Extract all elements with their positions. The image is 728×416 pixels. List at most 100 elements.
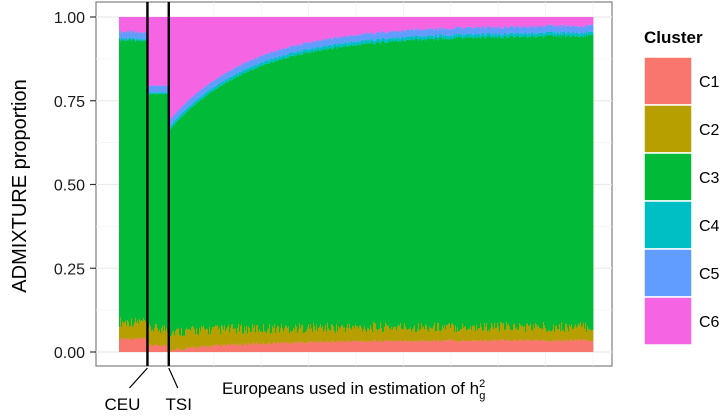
bar-segment-c2 <box>283 331 285 344</box>
bar-segment-c4 <box>211 88 213 92</box>
bar-segment-c5 <box>360 35 362 42</box>
bar-segment-c3 <box>455 38 457 326</box>
bar-segment-c2 <box>337 331 339 343</box>
bar-segment-c2 <box>403 328 405 342</box>
bar-segment-c4 <box>188 107 190 111</box>
bar-segment-c2 <box>134 322 136 339</box>
bar-segment-c4 <box>206 92 208 96</box>
bar-segment-c3 <box>268 63 270 329</box>
bar-segment-c5 <box>537 26 539 34</box>
bar-segment-c4 <box>321 46 323 51</box>
bar-segment-c5 <box>304 42 306 50</box>
bar-segment-c6 <box>564 17 566 25</box>
bar-segment-c2 <box>252 323 254 343</box>
bar-segment-c5 <box>136 31 138 39</box>
bar-segment-c3 <box>130 39 132 326</box>
bar-segment-c5 <box>321 39 323 47</box>
bar-segment-c1 <box>270 344 272 352</box>
bar-segment-c2 <box>497 322 499 340</box>
bar-segment-c5 <box>328 38 330 46</box>
bar-segment-c6 <box>547 17 549 25</box>
bar-segment-c3 <box>240 75 242 327</box>
bar-segment-c1 <box>171 351 173 352</box>
bar-segment-c2 <box>213 326 215 346</box>
bar-segment-c3 <box>523 36 525 328</box>
bar-segment-c5 <box>590 24 592 32</box>
bar-segment-c4 <box>580 34 582 38</box>
bar-segment-c3 <box>311 51 313 329</box>
bar-segment-c2 <box>463 327 465 341</box>
bar-segment-c6 <box>497 17 499 29</box>
bar-segment-c3 <box>471 36 473 331</box>
bar-segment-c5 <box>244 63 246 71</box>
bar-segment-c1 <box>591 341 593 352</box>
bar-segment-c1 <box>142 338 144 352</box>
bar-segment-c1 <box>330 342 332 352</box>
bar-segment-c6 <box>240 17 242 66</box>
bar-segment-c1 <box>241 343 243 352</box>
bar-segment-c2 <box>429 326 431 341</box>
bar-segment-c2 <box>541 328 543 341</box>
bar-segment-c5 <box>432 28 434 36</box>
bar-segment-c5 <box>123 31 125 39</box>
bar-segment-c1 <box>215 344 217 352</box>
bar-segment-c2 <box>215 325 217 345</box>
bar-segment-c3 <box>568 34 570 332</box>
bar-segment-c2 <box>544 325 546 340</box>
bar-segment-c5 <box>250 59 252 67</box>
bar-segment-c6 <box>581 17 583 26</box>
bar-segment-c2 <box>468 328 470 341</box>
bar-segment-c6 <box>453 17 455 29</box>
bar-segment-c2 <box>140 321 142 339</box>
bar-segment-c3 <box>561 37 563 323</box>
bar-segment-c4 <box>571 33 573 37</box>
bar-segment-c2 <box>186 328 188 348</box>
bar-segment-c2 <box>124 322 126 339</box>
bar-segment-c5 <box>540 26 542 33</box>
bar-segment-c6 <box>472 17 474 29</box>
bar-segment-c4 <box>243 69 245 73</box>
bar-segment-c6 <box>404 17 406 32</box>
bar-segment-c3 <box>274 62 276 325</box>
bar-segment-c5 <box>445 27 447 35</box>
bar-segment-c2 <box>200 331 202 348</box>
bar-segment-c3 <box>253 69 255 328</box>
bar-segment-c6 <box>494 17 496 29</box>
bar-segment-c3 <box>306 52 308 331</box>
bar-segment-c6 <box>320 17 322 42</box>
bar-segment-c4 <box>275 56 277 61</box>
bar-segment-c1 <box>320 340 322 352</box>
bar-segment-c1 <box>382 342 384 352</box>
bar-segment-c3 <box>122 40 124 322</box>
bar-segment-c1 <box>492 340 494 352</box>
bar-segment-c1 <box>312 343 314 352</box>
bar-segment-c2 <box>331 324 333 341</box>
bar-segment-c5 <box>174 114 176 122</box>
bar-segment-c4 <box>240 72 242 76</box>
bar-segment-c6 <box>468 17 470 28</box>
bar-segment-c2 <box>244 326 246 344</box>
bar-segment-c4 <box>272 59 274 63</box>
bar-segment-c4 <box>462 35 464 40</box>
bar-segment-c6 <box>390 17 392 31</box>
bar-segment-c2 <box>548 330 550 342</box>
bar-segment-c2 <box>527 323 529 340</box>
bar-segment-c3 <box>484 38 486 324</box>
bar-segment-c3 <box>190 108 192 331</box>
bar-segment-c6 <box>392 17 394 31</box>
bar-segment-c5 <box>359 35 361 42</box>
bar-segment-c3 <box>206 95 208 329</box>
bar-segment-c5 <box>179 109 181 116</box>
bar-segment-c2 <box>148 327 150 346</box>
bar-segment-c1 <box>546 341 548 352</box>
bar-segment-c1 <box>579 339 581 352</box>
bar-segment-c1 <box>364 340 366 352</box>
bar-segment-c4 <box>154 92 156 95</box>
bar-segment-c4 <box>297 50 299 55</box>
bar-segment-c1 <box>249 343 251 352</box>
bar-segment-c1 <box>178 348 180 352</box>
bar-segment-c4 <box>363 40 365 44</box>
bar-segment-c4 <box>383 37 385 42</box>
bar-segment-c2 <box>338 326 340 342</box>
bar-segment-c6 <box>459 17 461 27</box>
